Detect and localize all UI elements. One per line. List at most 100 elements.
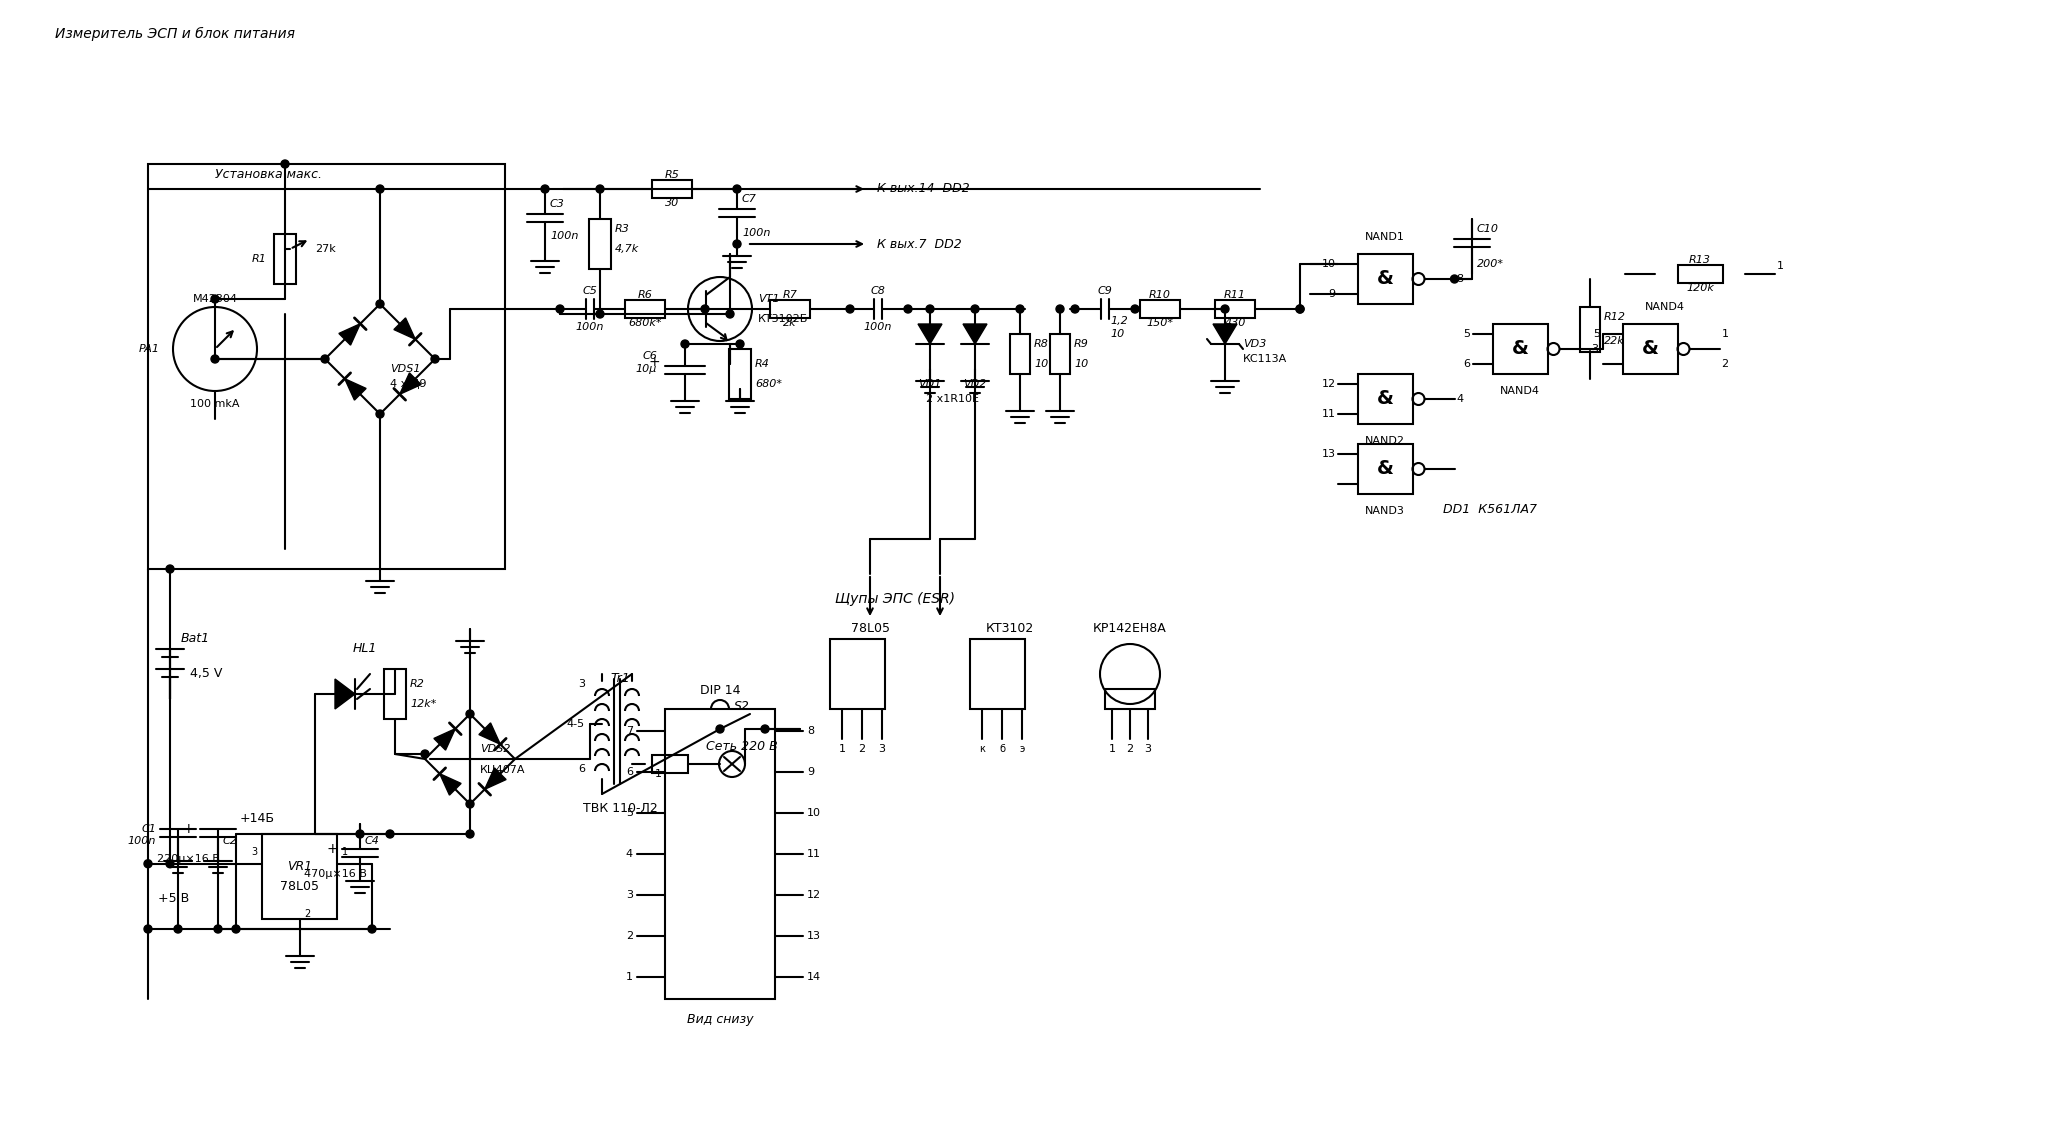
Text: Tr1: Tr1 <box>609 673 630 685</box>
Text: ТВК 110-Л2: ТВК 110-Л2 <box>582 803 657 815</box>
Bar <box>1010 334 1029 374</box>
Text: &: & <box>1377 390 1393 409</box>
Text: 430: 430 <box>1225 318 1245 329</box>
Text: 120k: 120k <box>1686 283 1714 294</box>
Circle shape <box>597 185 603 193</box>
Text: C7: C7 <box>743 194 757 204</box>
Bar <box>385 669 405 719</box>
Text: 4-5: 4-5 <box>566 719 584 729</box>
Circle shape <box>144 925 152 933</box>
Text: +: + <box>327 842 338 856</box>
Text: КЦ407А: КЦ407А <box>480 764 525 774</box>
Text: 10: 10 <box>1074 359 1089 369</box>
Text: КС113А: КС113А <box>1243 355 1286 364</box>
Bar <box>1140 300 1179 318</box>
Text: R10: R10 <box>1148 290 1171 300</box>
Text: 3: 3 <box>626 890 634 900</box>
Text: 14: 14 <box>807 972 821 982</box>
Text: R4: R4 <box>755 359 770 369</box>
Circle shape <box>465 710 473 718</box>
Bar <box>652 755 687 773</box>
Circle shape <box>167 860 175 868</box>
Text: 2: 2 <box>1720 359 1729 369</box>
Text: 4 х Д9: 4 х Д9 <box>391 379 426 390</box>
Text: 12: 12 <box>1321 379 1336 390</box>
Circle shape <box>387 830 393 838</box>
Text: б: б <box>998 744 1004 754</box>
Text: 9: 9 <box>807 767 815 777</box>
Text: R5: R5 <box>665 170 679 180</box>
Text: КР142ЕН8А: КР142ЕН8А <box>1093 622 1167 636</box>
Text: 7: 7 <box>626 726 634 736</box>
Polygon shape <box>1212 324 1237 344</box>
Text: NAND4: NAND4 <box>1500 386 1539 396</box>
Text: VD3: VD3 <box>1243 339 1266 349</box>
Text: Сеть 220 В: Сеть 220 В <box>706 741 778 753</box>
Circle shape <box>321 355 329 364</box>
Circle shape <box>681 340 689 348</box>
Circle shape <box>1017 305 1025 313</box>
Circle shape <box>368 925 377 933</box>
Text: +: + <box>648 355 661 369</box>
Text: VD1: VD1 <box>918 379 943 390</box>
Text: 11: 11 <box>1321 409 1336 419</box>
Text: 10µ: 10µ <box>636 364 657 374</box>
Text: 5: 5 <box>1593 329 1601 339</box>
Text: 30: 30 <box>665 198 679 208</box>
Bar <box>626 300 665 318</box>
Circle shape <box>1297 305 1305 313</box>
Circle shape <box>726 310 735 318</box>
Text: R3: R3 <box>615 224 630 234</box>
Text: 100n: 100n <box>549 231 578 240</box>
Text: &: & <box>1377 270 1393 289</box>
Circle shape <box>167 564 175 574</box>
Text: 100n: 100n <box>864 322 893 332</box>
Bar <box>1105 689 1155 709</box>
Circle shape <box>175 925 181 933</box>
Circle shape <box>377 410 385 418</box>
Bar <box>1358 254 1412 304</box>
Polygon shape <box>434 728 455 750</box>
Circle shape <box>422 750 428 758</box>
Text: NAND2: NAND2 <box>1364 436 1406 446</box>
Bar <box>1622 324 1677 374</box>
Circle shape <box>1056 305 1064 313</box>
Text: &: & <box>1377 460 1393 479</box>
Text: 1,2: 1,2 <box>1109 316 1128 326</box>
Polygon shape <box>918 324 943 344</box>
Circle shape <box>233 925 241 933</box>
Polygon shape <box>393 318 416 340</box>
Polygon shape <box>963 324 988 344</box>
Circle shape <box>144 860 152 868</box>
Text: Bat1: Bat1 <box>181 632 210 646</box>
Text: VDS2: VDS2 <box>480 744 510 754</box>
Bar <box>148 164 504 569</box>
Polygon shape <box>335 679 354 709</box>
Text: 13: 13 <box>807 931 821 940</box>
Text: R6: R6 <box>638 290 652 300</box>
Bar <box>829 639 885 709</box>
Text: 11: 11 <box>807 849 821 859</box>
Text: 4,5 V: 4,5 V <box>189 667 222 681</box>
Text: 2: 2 <box>305 909 311 919</box>
Circle shape <box>716 725 724 733</box>
Text: R12: R12 <box>1603 312 1626 322</box>
Text: 22k: 22k <box>1603 336 1624 345</box>
Text: DD1  К561ЛА7: DD1 К561ЛА7 <box>1443 502 1537 516</box>
Text: R7: R7 <box>782 290 796 300</box>
Text: 78L05: 78L05 <box>850 622 889 636</box>
Text: 1: 1 <box>1720 329 1729 339</box>
Text: 10: 10 <box>807 808 821 819</box>
Text: 12k*: 12k* <box>410 699 436 709</box>
Text: 2: 2 <box>626 931 634 940</box>
Text: 8: 8 <box>1457 274 1463 285</box>
Text: 27k: 27k <box>315 244 335 254</box>
Text: +: + <box>183 822 193 835</box>
Text: 4,7k: 4,7k <box>615 244 640 254</box>
Circle shape <box>702 305 710 313</box>
Circle shape <box>1070 305 1078 313</box>
Text: R13: R13 <box>1690 255 1710 265</box>
Text: 680k*: 680k* <box>628 318 663 329</box>
Text: 3: 3 <box>578 679 584 689</box>
Circle shape <box>214 925 222 933</box>
